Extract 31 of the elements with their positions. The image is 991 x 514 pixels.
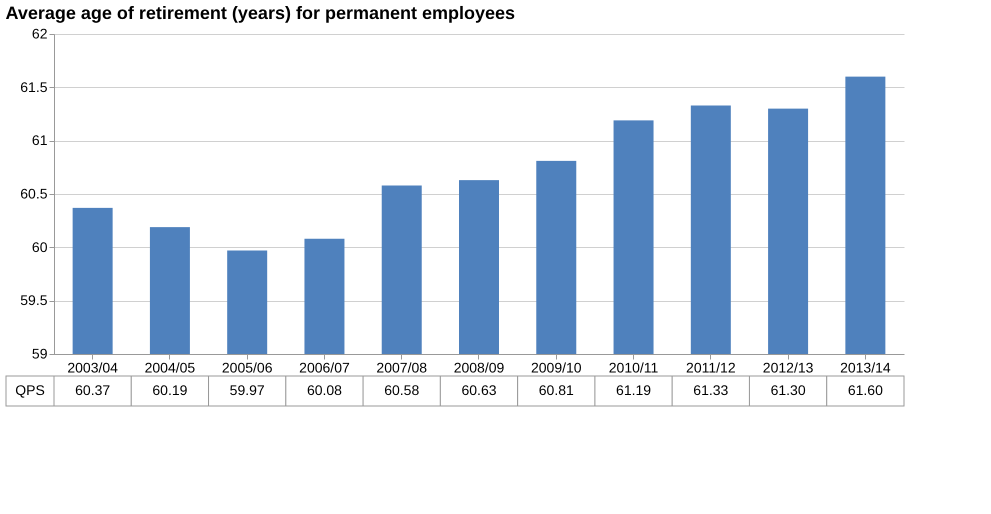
x-tick-label: 2007/08 bbox=[376, 360, 428, 376]
y-tick-label: 60.5 bbox=[20, 186, 48, 202]
x-tick-label: 2011/12 bbox=[686, 360, 736, 376]
y-tick-label: 61 bbox=[32, 132, 48, 148]
chart-title: Average age of retirement (years) for permanent employees bbox=[6, 3, 516, 23]
x-tick-label: 2012/13 bbox=[762, 360, 814, 376]
data-label: 60.58 bbox=[384, 382, 420, 398]
x-tick-label: 2009/10 bbox=[530, 360, 582, 376]
data-label: 59.97 bbox=[230, 382, 265, 398]
x-tick-label: 2004/05 bbox=[144, 360, 196, 376]
data-label: 60.37 bbox=[75, 382, 110, 398]
y-tick-label: 60 bbox=[32, 238, 48, 255]
x-tick-label: 2008/09 bbox=[454, 360, 505, 376]
x-tick-label: 2013/14 bbox=[840, 360, 891, 376]
y-tick-label: 59 bbox=[32, 346, 48, 362]
y-tick-label: 61.5 bbox=[20, 78, 48, 95]
series-label: QPS bbox=[15, 382, 45, 398]
y-tick-label: 62 bbox=[32, 26, 48, 42]
x-tick-label: 2010/11 bbox=[608, 360, 659, 376]
data-label: 61.30 bbox=[770, 382, 806, 398]
data-label: 60.19 bbox=[152, 382, 188, 398]
data-label: 61.60 bbox=[848, 382, 884, 398]
data-label: 61.19 bbox=[616, 382, 652, 398]
x-tick-label: 2005/06 bbox=[222, 360, 273, 376]
data-label: 60.08 bbox=[306, 382, 342, 398]
data-label: 60.63 bbox=[461, 382, 497, 398]
x-tick-label: 2003/04 bbox=[67, 360, 118, 376]
data-label: 61.33 bbox=[693, 382, 729, 398]
y-tick-label: 59.5 bbox=[20, 292, 48, 308]
data-label: 60.81 bbox=[538, 382, 574, 398]
x-tick-label: 2006/07 bbox=[299, 360, 350, 376]
